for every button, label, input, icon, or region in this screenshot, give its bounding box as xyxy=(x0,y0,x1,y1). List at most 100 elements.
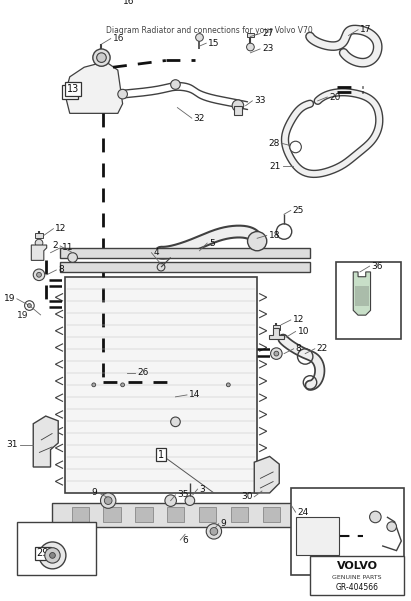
Text: 8: 8 xyxy=(296,344,301,353)
Circle shape xyxy=(33,269,45,281)
Text: 31: 31 xyxy=(6,441,18,450)
Text: 19: 19 xyxy=(3,294,15,304)
Text: 15: 15 xyxy=(208,38,219,47)
Text: 12: 12 xyxy=(293,316,304,325)
Bar xyxy=(247,32,254,37)
Bar xyxy=(135,507,152,522)
Text: 35: 35 xyxy=(178,490,189,499)
Text: 8: 8 xyxy=(58,266,64,275)
Polygon shape xyxy=(269,328,284,339)
Circle shape xyxy=(185,496,195,505)
Circle shape xyxy=(97,53,106,63)
Bar xyxy=(104,507,121,522)
Text: 6: 6 xyxy=(182,535,188,545)
Text: 11: 11 xyxy=(62,243,74,252)
Circle shape xyxy=(101,493,116,508)
Circle shape xyxy=(232,100,244,111)
Circle shape xyxy=(93,49,110,66)
Text: 14: 14 xyxy=(189,391,200,400)
Circle shape xyxy=(92,383,96,387)
Circle shape xyxy=(290,141,301,153)
Bar xyxy=(231,507,248,522)
Text: 13: 13 xyxy=(64,87,76,97)
Text: 24: 24 xyxy=(298,508,309,517)
Bar xyxy=(60,262,310,272)
Circle shape xyxy=(270,348,282,359)
Circle shape xyxy=(28,304,31,308)
Polygon shape xyxy=(31,245,47,260)
Text: 28: 28 xyxy=(268,139,279,148)
Circle shape xyxy=(45,548,60,563)
Text: 3: 3 xyxy=(199,484,205,493)
Text: 25: 25 xyxy=(293,206,304,215)
Bar xyxy=(326,507,344,522)
Circle shape xyxy=(247,231,267,251)
Bar xyxy=(234,106,242,115)
Text: GR-404566: GR-404566 xyxy=(336,582,379,591)
Bar xyxy=(294,507,312,522)
Bar xyxy=(296,517,339,555)
Circle shape xyxy=(196,34,203,41)
Circle shape xyxy=(171,80,180,90)
Bar xyxy=(263,507,280,522)
Circle shape xyxy=(171,417,180,427)
Circle shape xyxy=(369,511,381,523)
Circle shape xyxy=(50,552,55,558)
Circle shape xyxy=(210,528,218,535)
Text: Diagram Radiator and connections for your Volvo V70: Diagram Radiator and connections for you… xyxy=(106,26,313,35)
Polygon shape xyxy=(353,272,371,315)
Circle shape xyxy=(165,495,176,507)
Bar xyxy=(167,507,185,522)
Bar xyxy=(291,488,404,575)
Text: 30: 30 xyxy=(241,492,252,501)
Text: 4: 4 xyxy=(153,248,159,257)
Text: 23: 23 xyxy=(262,44,273,53)
Bar xyxy=(35,233,43,238)
Text: 9: 9 xyxy=(91,489,97,498)
Text: 10: 10 xyxy=(298,327,309,336)
Text: 21: 21 xyxy=(270,162,281,171)
Text: 13: 13 xyxy=(67,84,79,94)
Text: 9: 9 xyxy=(221,519,226,528)
Text: 19: 19 xyxy=(17,311,28,320)
Circle shape xyxy=(226,383,230,387)
Text: 27: 27 xyxy=(262,29,273,38)
Text: 12: 12 xyxy=(55,224,67,233)
Circle shape xyxy=(247,43,254,51)
Bar xyxy=(310,557,404,595)
Bar xyxy=(65,276,257,493)
Bar xyxy=(199,507,216,522)
Text: GENUINE PARTS: GENUINE PARTS xyxy=(332,575,382,580)
Circle shape xyxy=(387,522,397,531)
Bar xyxy=(72,507,89,522)
Circle shape xyxy=(118,90,127,99)
Bar xyxy=(53,502,377,526)
Circle shape xyxy=(274,351,279,356)
Circle shape xyxy=(35,239,43,247)
Text: 18: 18 xyxy=(269,231,280,240)
Text: 2: 2 xyxy=(53,242,58,251)
Circle shape xyxy=(157,263,165,271)
Text: 29: 29 xyxy=(37,549,49,558)
Text: 5: 5 xyxy=(209,239,215,248)
Text: 20: 20 xyxy=(329,93,341,102)
Circle shape xyxy=(206,523,222,539)
Text: 16: 16 xyxy=(113,34,125,43)
Polygon shape xyxy=(65,63,122,114)
Text: VOLVO: VOLVO xyxy=(337,561,378,571)
Circle shape xyxy=(37,272,42,277)
Polygon shape xyxy=(254,456,279,493)
Text: 26: 26 xyxy=(137,368,148,377)
Bar xyxy=(336,262,401,339)
Text: 32: 32 xyxy=(194,114,205,123)
Circle shape xyxy=(104,497,112,504)
Polygon shape xyxy=(33,416,58,467)
Text: 17: 17 xyxy=(360,25,372,34)
Text: 16: 16 xyxy=(122,0,134,7)
Circle shape xyxy=(39,542,66,569)
Text: 36: 36 xyxy=(372,261,383,270)
Circle shape xyxy=(68,252,77,262)
Bar xyxy=(355,286,369,305)
Text: 34: 34 xyxy=(358,563,369,572)
Bar xyxy=(17,522,96,575)
